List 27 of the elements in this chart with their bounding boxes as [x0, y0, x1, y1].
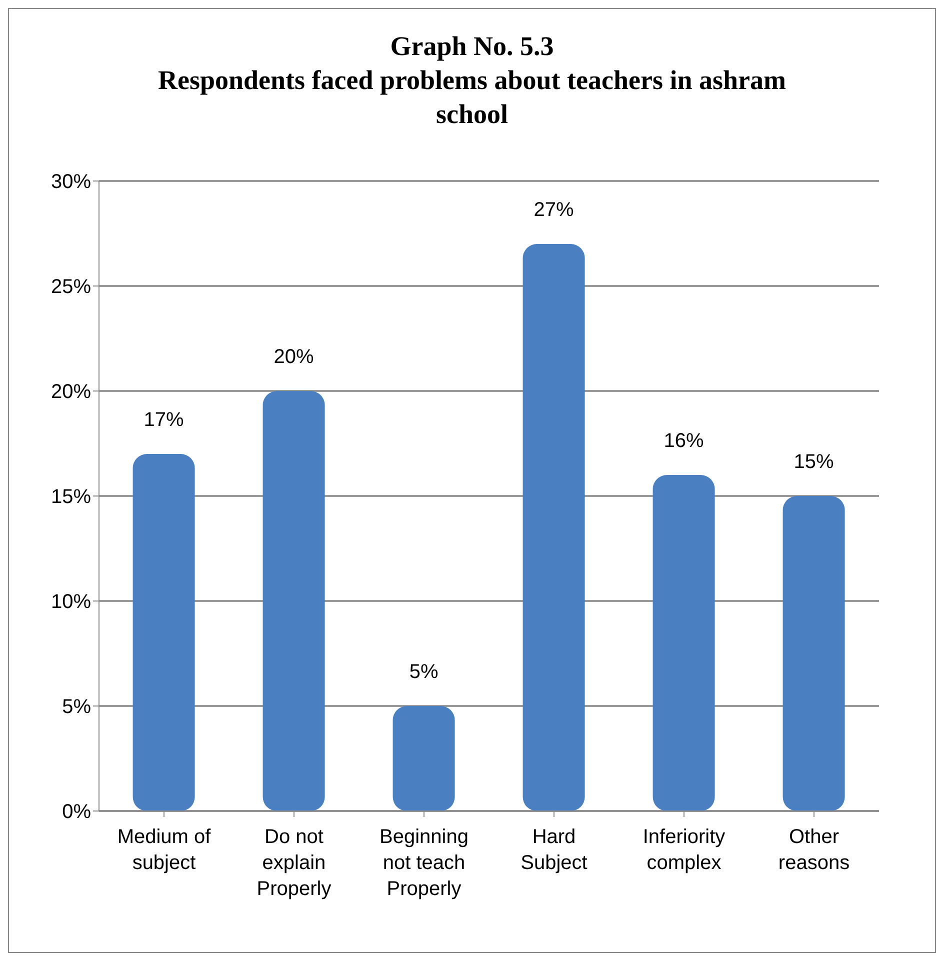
bar [522, 244, 585, 811]
data-label: 27% [534, 199, 574, 221]
chart-subtitle: Respondents faced problems about teachers in ashram school [156, 64, 787, 131]
x-tick-label: Beginning not teach Properly [380, 826, 468, 900]
y-tick-label: 0% [62, 801, 92, 824]
bar [392, 706, 455, 811]
data-label: 5% [409, 661, 438, 683]
x-tick-label: Medium of subject [117, 826, 212, 874]
bar [782, 496, 845, 811]
y-tick-label: 25% [50, 276, 92, 298]
bar [132, 454, 195, 811]
x-tick-label: Other reasons [778, 826, 850, 874]
data-label: 16% [664, 430, 704, 452]
y-tick-label: 10% [50, 591, 92, 614]
y-tick-label: 15% [50, 486, 92, 508]
data-label: 17% [144, 409, 184, 431]
x-tick-label: Hard Subject [520, 826, 588, 874]
x-tick-label: Inferiority complex [642, 826, 726, 874]
bar [262, 391, 325, 811]
y-tick-label: 30% [50, 171, 92, 194]
x-tick-label: Do not explain Properly [256, 826, 332, 900]
data-label: 15% [794, 451, 834, 473]
y-tick-label: 5% [62, 696, 92, 718]
chart-title: Graph No. 5.3 [389, 30, 555, 63]
data-label: 20% [274, 346, 314, 368]
y-tick-label: 20% [50, 381, 92, 404]
bar [652, 475, 715, 811]
